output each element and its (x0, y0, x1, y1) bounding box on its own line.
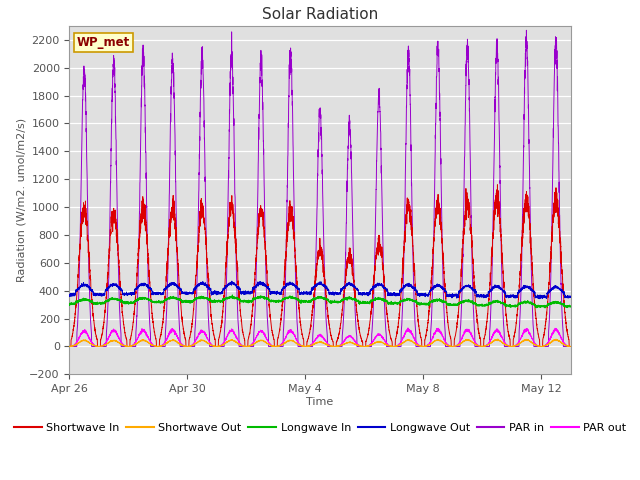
Text: WP_met: WP_met (77, 36, 130, 49)
Legend: Shortwave In, Shortwave Out, Longwave In, Longwave Out, PAR in, PAR out: Shortwave In, Shortwave Out, Longwave In… (10, 418, 630, 437)
Title: Solar Radiation: Solar Radiation (262, 7, 378, 22)
X-axis label: Time: Time (307, 397, 333, 407)
Y-axis label: Radiation (W/m2. umol/m2/s): Radiation (W/m2. umol/m2/s) (17, 118, 26, 282)
